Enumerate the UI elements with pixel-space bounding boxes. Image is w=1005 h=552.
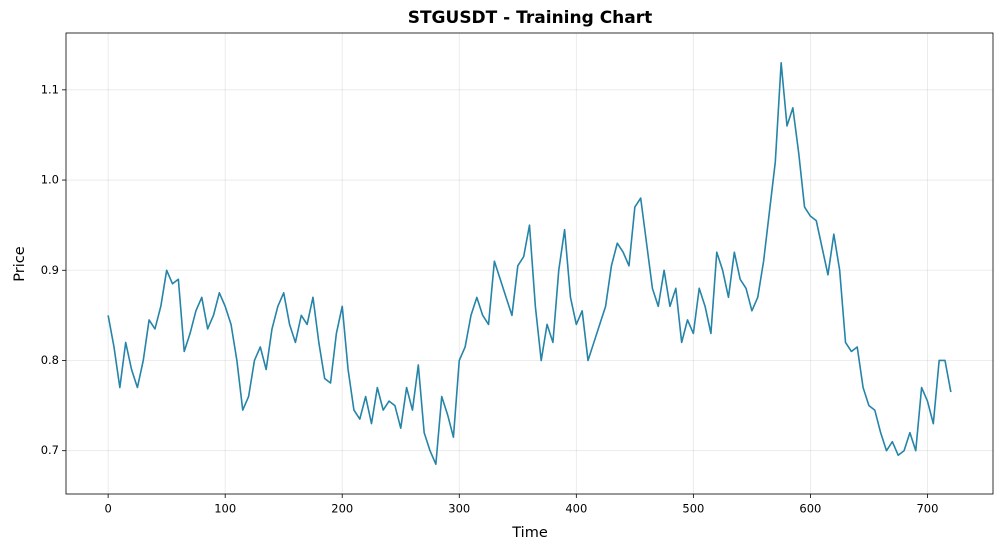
x-tick-label: 400 xyxy=(565,502,587,516)
x-tick-label: 500 xyxy=(682,502,704,516)
plot-frame xyxy=(65,32,994,495)
x-tick-label: 700 xyxy=(916,502,938,516)
x-tick-label: 0 xyxy=(104,502,111,516)
y-tick-label: 1.0 xyxy=(41,173,59,187)
x-axis-label: Time xyxy=(511,525,548,541)
y-tick-label: 0.8 xyxy=(41,353,59,367)
y-tick-label: 0.7 xyxy=(41,443,59,457)
y-tick-label: 1.1 xyxy=(41,82,59,96)
price-line xyxy=(107,61,952,466)
x-tick-label: 100 xyxy=(214,502,236,516)
x-tick-label: 600 xyxy=(799,502,821,516)
y-axis-label: Price xyxy=(12,246,28,281)
x-tick-label: 300 xyxy=(448,502,470,516)
x-tick-label: 200 xyxy=(331,502,353,516)
y-tick-label: 0.9 xyxy=(41,263,59,277)
chart-title: STGUSDT - Training Chart xyxy=(408,8,653,28)
